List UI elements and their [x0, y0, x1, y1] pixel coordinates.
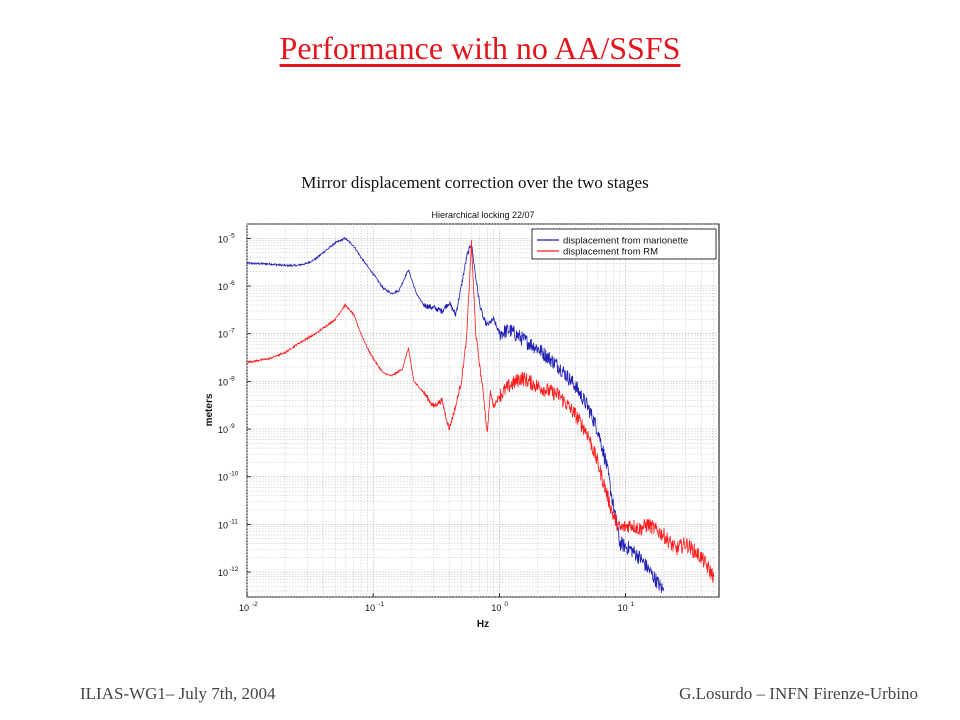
series-line-marionette — [246, 236, 664, 594]
y-tick-label: 10 — [218, 330, 228, 340]
y-tick-exponent: -8 — [229, 375, 235, 382]
y-tick-label: 10 — [218, 282, 228, 292]
x-tick-exponent: 1 — [631, 601, 635, 608]
y-tick-exponent: -6 — [229, 280, 235, 287]
y-tick-exponent: -12 — [229, 566, 239, 573]
x-tick-label: 10 — [618, 603, 628, 613]
footer-author: G.Losurdo – INFN Firenze-Urbino — [679, 684, 918, 703]
x-tick-exponent: 0 — [504, 601, 508, 608]
axis-layer: 10 -2 10 -1 10 0 10 110 -510 -610 -710 -810 -910 -101… — [218, 232, 635, 613]
grid — [246, 223, 719, 598]
footer-event: ILIAS-WG1– July 7th, 2004 — [80, 684, 276, 703]
y-axis-label: meters — [204, 393, 215, 426]
slide-title: Performance with no AA/SSFS — [279, 30, 681, 66]
x-tick-exponent: -1 — [378, 601, 384, 608]
series-layer — [246, 236, 715, 594]
y-tick-exponent: -11 — [229, 518, 238, 525]
y-tick-exponent: -5 — [229, 232, 235, 239]
x-tick-label: 10 — [491, 603, 501, 613]
plot-area — [246, 223, 720, 598]
y-tick-label: 10 — [218, 425, 228, 435]
legend-box — [531, 228, 717, 260]
chart-title: Hierarchical locking 22/07 — [431, 210, 534, 220]
x-tick-label: 10 — [365, 603, 375, 613]
legend-label-marionette: displacement from marionette — [563, 236, 688, 247]
y-tick-label: 10 — [218, 377, 228, 387]
chart-caption: Mirror displacement correction over the … — [301, 173, 649, 192]
y-tick-exponent: -10 — [229, 471, 239, 478]
y-tick-label: 10 — [218, 568, 228, 578]
x-tick-exponent: -2 — [252, 601, 258, 608]
legend-label-rm: displacement from RM — [563, 247, 658, 258]
y-tick-exponent: -7 — [229, 328, 235, 335]
series-line-rm — [246, 240, 715, 583]
y-tick-label: 10 — [218, 520, 228, 530]
y-tick-label: 10 — [218, 234, 228, 244]
x-tick-label: 10 — [239, 603, 249, 613]
legend: displacement from marionette displacemen… — [531, 228, 717, 260]
y-tick-label: 10 — [218, 473, 228, 483]
x-axis-label: Hz — [477, 619, 489, 630]
y-tick-exponent: -9 — [229, 423, 235, 430]
